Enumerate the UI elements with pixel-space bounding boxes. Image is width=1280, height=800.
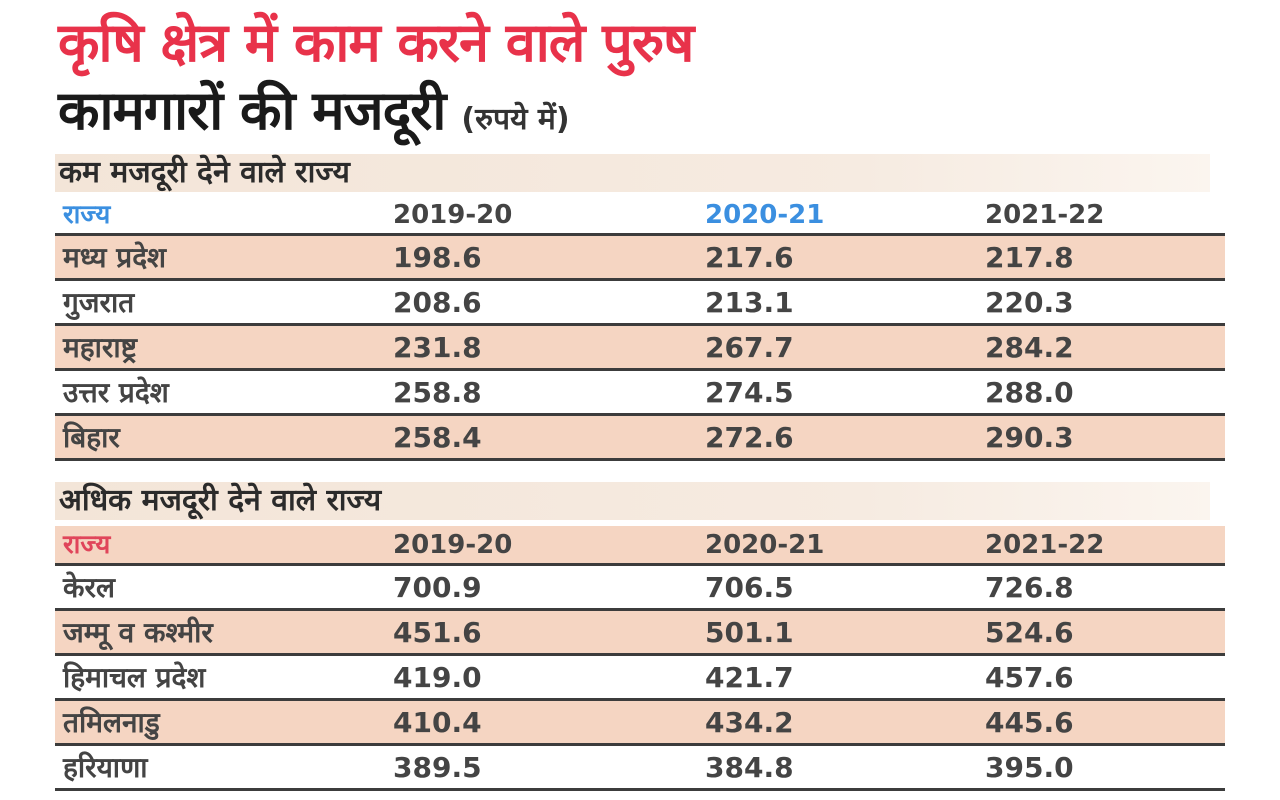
wage-value: 267.7: [705, 331, 794, 364]
column-header: 2021-22: [985, 200, 1105, 230]
wage-value: 198.6: [393, 241, 482, 274]
wage-value: 274.5: [705, 376, 794, 409]
table-row: गुजरात 208.6 213.1 220.3: [55, 281, 1225, 326]
page-subtitle: कामगारों की मजदूरी (रुपये में): [58, 76, 570, 155]
table-row: बिहार 258.4 272.6 290.3: [55, 416, 1225, 461]
state-name: केरल: [63, 571, 115, 604]
wage-value: 384.8: [705, 751, 794, 784]
wage-value: 726.8: [985, 571, 1074, 604]
wage-value: 700.9: [393, 571, 482, 604]
state-name: तमिलनाडु: [63, 706, 160, 739]
wage-value: 258.8: [393, 376, 482, 409]
table-row: उत्तर प्रदेश 258.8 274.5 288.0: [55, 371, 1225, 416]
unit-label: (रुपये में): [461, 102, 570, 137]
wage-value: 419.0: [393, 661, 482, 694]
column-header: 2021-22: [985, 530, 1105, 560]
table-row: जम्मू व कश्मीर 451.6 501.1 524.6: [55, 611, 1225, 656]
state-name: मध्य प्रदेश: [63, 241, 167, 274]
wage-value: 395.0: [985, 751, 1074, 784]
table-row: मध्य प्रदेश 198.6 217.6 217.8: [55, 236, 1225, 281]
wage-value: 288.0: [985, 376, 1074, 409]
state-name: हरियाणा: [63, 751, 148, 784]
wage-value: 434.2: [705, 706, 794, 739]
column-header: 2019-20: [393, 200, 513, 230]
section-title-high: अधिक मजदूरी देने वाले राज्य: [55, 482, 1210, 520]
table-header-row: राज्य 2019-20 2020-21 2021-22: [55, 526, 1225, 566]
wage-value: 284.2: [985, 331, 1074, 364]
wage-value: 410.4: [393, 706, 482, 739]
table-row: तमिलनाडु 410.4 434.2 445.6: [55, 701, 1225, 746]
page-title: कृषि क्षेत्र में काम करने वाले पुरुष: [58, 11, 694, 74]
table-row: हिमाचल प्रदेश 419.0 421.7 457.6: [55, 656, 1225, 701]
table-row: महाराष्ट्र 231.8 267.7 284.2: [55, 326, 1225, 371]
table-header-row: राज्य 2019-20 2020-21 2021-22: [55, 196, 1225, 236]
subtitle-text: कामगारों की मजदूरी: [58, 79, 446, 142]
wage-value: 217.6: [705, 241, 794, 274]
wage-value: 457.6: [985, 661, 1074, 694]
wage-value: 524.6: [985, 616, 1074, 649]
table-row: हरियाणा 389.5 384.8 395.0: [55, 746, 1225, 791]
wage-value: 706.5: [705, 571, 794, 604]
wage-value: 389.5: [393, 751, 482, 784]
wage-value: 231.8: [393, 331, 482, 364]
column-header: 2020-21: [705, 530, 825, 560]
state-name: गुजरात: [63, 286, 135, 319]
wage-value: 220.3: [985, 286, 1074, 319]
state-name: बिहार: [63, 421, 120, 454]
wage-value: 213.1: [705, 286, 794, 319]
column-header: 2020-21: [705, 200, 825, 230]
state-name: जम्मू व कश्मीर: [63, 616, 213, 649]
state-name: महाराष्ट्र: [63, 331, 137, 364]
wage-value: 445.6: [985, 706, 1074, 739]
table-row: केरल 700.9 706.5 726.8: [55, 566, 1225, 611]
wage-value: 421.7: [705, 661, 794, 694]
wage-value: 208.6: [393, 286, 482, 319]
column-header: राज्य: [63, 200, 111, 230]
wage-value: 217.8: [985, 241, 1074, 274]
state-name: हिमाचल प्रदेश: [63, 661, 206, 694]
state-name: उत्तर प्रदेश: [63, 376, 169, 409]
wage-value: 451.6: [393, 616, 482, 649]
wage-value: 272.6: [705, 421, 794, 454]
section-title-low: कम मजदूरी देने वाले राज्य: [55, 154, 1210, 192]
wage-value: 501.1: [705, 616, 794, 649]
column-header: 2019-20: [393, 530, 513, 560]
wage-value: 258.4: [393, 421, 482, 454]
column-header: राज्य: [63, 530, 111, 560]
wage-value: 290.3: [985, 421, 1074, 454]
